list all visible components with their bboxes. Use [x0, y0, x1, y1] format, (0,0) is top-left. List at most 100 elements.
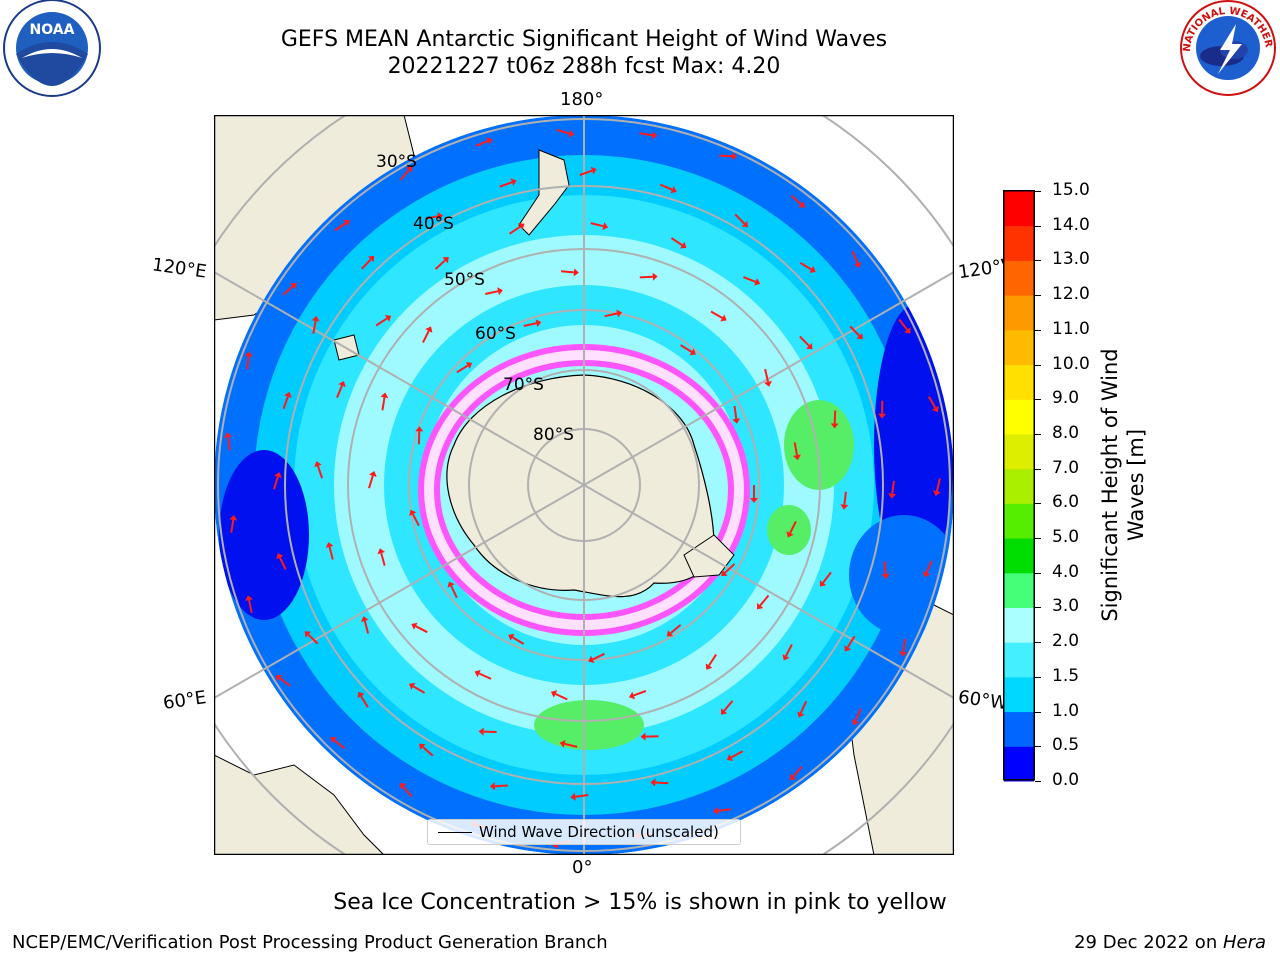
wind-arrow-head: [588, 655, 595, 663]
wind-arrow: [793, 442, 798, 456]
colorbar-tick-mark: [1035, 781, 1041, 782]
legend-label: Wind Wave Direction (unscaled): [479, 823, 719, 841]
wind-arrow-head: [786, 531, 794, 538]
wind-arrow-head: [442, 257, 449, 264]
wind-arrow: [759, 594, 770, 607]
colorbar-cell: [1004, 538, 1034, 574]
wind-arrow: [412, 685, 426, 694]
wind-arrow: [604, 312, 618, 318]
wind-arrow: [499, 181, 513, 188]
colorbar: [1003, 190, 1035, 782]
wind-arrow-head: [726, 754, 734, 761]
wind-arrow-head: [497, 287, 503, 296]
colorbar-cell: [1004, 503, 1034, 539]
wind-arrow: [708, 654, 717, 667]
wind-arrow-head: [425, 326, 433, 333]
wind-arrow: [380, 552, 386, 566]
wind-arrow: [412, 513, 420, 527]
colorbar-tick-label: 12.0: [1052, 284, 1090, 305]
colorbar-cell: [1004, 572, 1034, 608]
wind-arrow-head: [559, 740, 566, 748]
wind-arrow-head: [650, 778, 656, 787]
wind-arrow: [733, 405, 738, 420]
wind-arrow: [333, 739, 346, 750]
wind-arrow: [846, 635, 856, 648]
colorbar-tick-mark: [1035, 572, 1041, 574]
wind-arrow-head: [325, 542, 334, 548]
wind-arrow-head: [360, 616, 369, 622]
lat-label-40s: 40°S: [413, 214, 454, 234]
wind-arrow: [680, 344, 693, 353]
wind-arrow: [450, 585, 458, 599]
chart-title-line2: 20221227 t06z 288h fcst Max: 4.20: [387, 54, 781, 79]
colorbar-tick-label: 3.0: [1052, 596, 1080, 617]
colorbar-tick-mark: [1035, 329, 1041, 331]
wind-arrow-head: [276, 553, 284, 560]
wind-arrow: [434, 259, 446, 270]
wind-arrow-head: [705, 663, 713, 670]
wind-arrow-head: [904, 327, 911, 334]
colorbar-tick-label: 14.0: [1052, 214, 1090, 235]
wind-arrow-head: [465, 362, 473, 369]
wind-arrow-head: [573, 268, 579, 277]
footer-machine: Hera: [1222, 932, 1266, 953]
wind-arrow-head: [933, 490, 941, 496]
wind-arrow-head: [878, 413, 887, 419]
wind-arrow-head: [899, 651, 908, 657]
colorbar-tick-mark: [1035, 607, 1041, 609]
wind-arrow-head: [415, 426, 424, 432]
wind-arrow: [851, 250, 859, 264]
colorbar-cell: [1004, 711, 1034, 747]
wind-arrow-head: [357, 691, 365, 699]
wind-arrow: [282, 396, 289, 410]
wind-arrow: [402, 786, 413, 798]
wind-arrow-head: [384, 315, 392, 322]
wind-arrow-head: [510, 178, 517, 186]
wind-arrow-head: [840, 504, 849, 510]
wind-arrow-head: [602, 222, 609, 231]
wind-arrow-head: [570, 792, 576, 801]
wind-arrow: [485, 290, 499, 295]
colorbar-tick-mark: [1035, 503, 1041, 505]
wind-arrow-head: [931, 405, 939, 413]
colorbar-tick-mark: [1035, 191, 1041, 192]
wind-arrow: [891, 480, 895, 494]
wind-arrow-head: [244, 351, 253, 357]
colorbar-cell: [1004, 746, 1034, 782]
colorbar-cell: [1004, 191, 1034, 227]
colorbar-tick-mark: [1035, 399, 1041, 401]
wind-arrow-head: [680, 241, 687, 249]
wind-arrow: [312, 320, 317, 334]
wind-arrow: [560, 270, 574, 274]
wind-arrow-head: [809, 266, 816, 273]
wind-arrow-head: [806, 343, 813, 350]
wind-arrow-head: [922, 571, 931, 578]
wind-arrow: [799, 261, 812, 271]
wind-arrow: [494, 784, 508, 788]
lon-label-60e: 60°E: [161, 687, 208, 714]
wind-arrow: [415, 625, 428, 634]
wind-arrow-head: [798, 201, 805, 208]
colorbar-tick-label: 9.0: [1052, 388, 1080, 409]
wind-arrow-head: [851, 719, 860, 726]
wind-arrow: [273, 476, 279, 490]
colorbar-tick-mark: [1035, 433, 1041, 435]
wind-arrow: [833, 410, 837, 424]
wind-arrow: [792, 766, 803, 778]
wind-arrow: [328, 546, 334, 560]
wind-arrow: [425, 215, 439, 220]
colorbar-tick-label: 1.0: [1052, 700, 1080, 721]
wind-arrow: [799, 335, 810, 347]
wind-arrow: [227, 437, 231, 451]
wind-arrow-head: [721, 569, 728, 577]
wind-arrow-head: [369, 471, 377, 477]
wind-arrow: [564, 742, 578, 748]
wind-arrow: [799, 700, 808, 714]
colorbar-cell: [1004, 399, 1034, 435]
wind-arrow-head: [409, 509, 417, 517]
colorbar-tick-mark: [1035, 260, 1041, 262]
wind-arrow-head: [411, 622, 418, 630]
wind-arrow: [590, 222, 604, 228]
wind-arrow: [898, 318, 908, 331]
wind-arrow: [724, 563, 736, 574]
